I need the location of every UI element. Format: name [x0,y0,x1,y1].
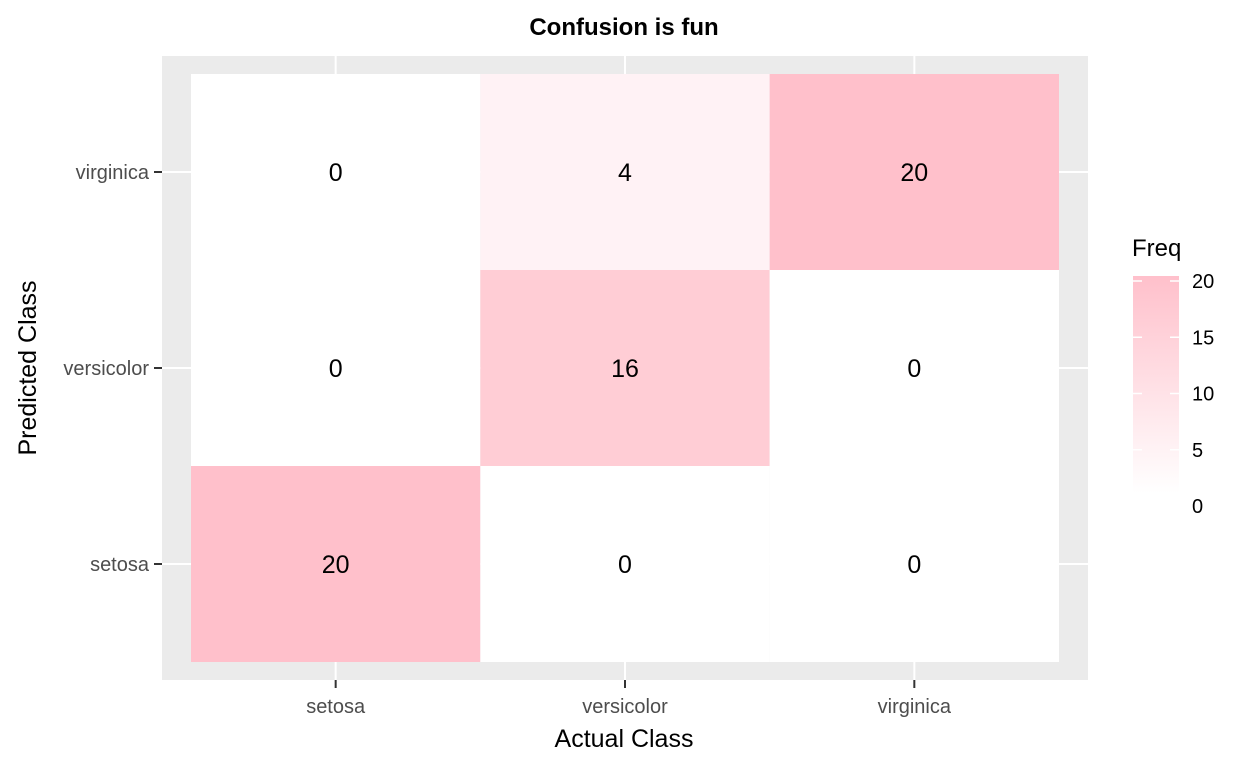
cell-labels: 20 0 0 0 16 0 0 4 20 [322,159,928,579]
x-tick-label: setosa [306,696,366,718]
legend-tick-label: 0 [1192,496,1203,518]
heatmap-cell [769,466,1059,662]
y-tick-label: virginica [76,162,150,184]
heatmap-cell [480,466,770,662]
heatmap-cell [480,270,770,466]
cell-value-label: 0 [907,355,921,383]
legend: Freq 0 5 10 15 20 [1132,235,1214,518]
heatmap-cells [191,74,1059,662]
legend-ticks: 0 5 10 15 20 [1133,271,1214,518]
y-axis: setosa versicolor virginica [63,162,162,576]
cell-value-label: 16 [611,355,639,383]
legend-colorbar [1133,276,1179,493]
cell-value-label: 0 [907,551,921,579]
heatmap-cell [191,270,481,466]
x-tick-label: versicolor [582,696,668,718]
x-axis: setosa versicolor virginica [306,680,952,718]
y-tick-label: versicolor [63,358,149,380]
x-tick-label: virginica [878,696,952,718]
cell-value-label: 0 [329,355,343,383]
legend-tick-label: 10 [1192,384,1214,406]
legend-tick-label: 5 [1192,440,1203,462]
cell-value-label: 20 [900,159,928,187]
heatmap-cell [769,270,1059,466]
legend-tick-label: 20 [1192,271,1214,293]
cell-value-label: 4 [618,159,632,187]
x-axis-title: Actual Class [555,725,694,753]
legend-tick-label: 15 [1192,327,1214,349]
legend-title: Freq [1132,235,1181,262]
chart-title: Confusion is fun [529,14,718,41]
heatmap-cell [769,74,1059,270]
cell-value-label: 0 [329,159,343,187]
heatmap-cell [191,74,481,270]
cell-value-label: 20 [322,551,350,579]
heatmap-cell [480,74,770,270]
y-tick-label: setosa [90,554,150,576]
cell-value-label: 0 [618,551,632,579]
y-axis-title: Predicted Class [14,280,42,455]
heatmap-cell [191,466,481,662]
